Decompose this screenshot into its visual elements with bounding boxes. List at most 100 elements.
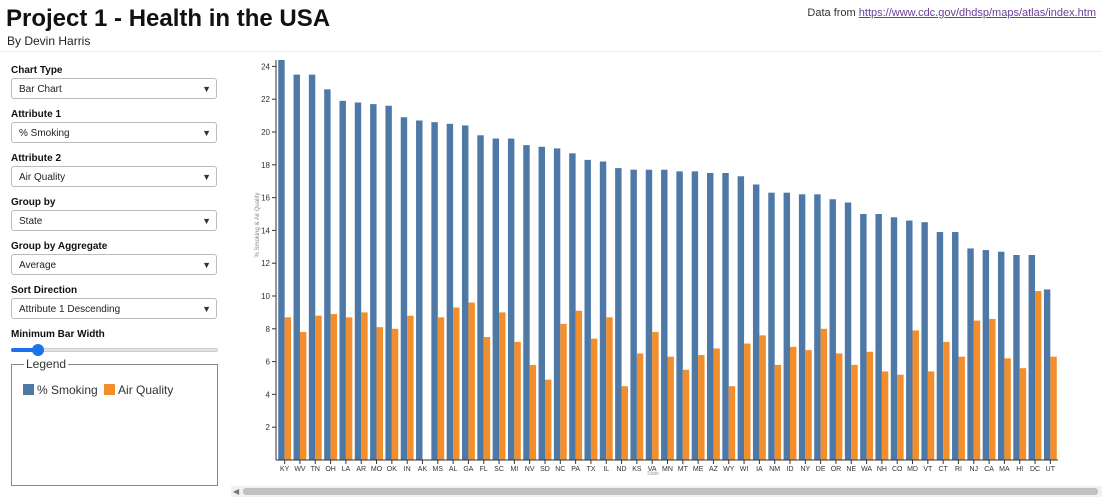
bar-id-air-quality [790, 346, 797, 460]
legend-label: % Smoking [37, 383, 98, 397]
x-tick-label: WV [294, 466, 306, 473]
bar-ca-air-quality [989, 318, 996, 460]
bar-ct-smoking [936, 232, 944, 460]
y-tick-label: 18 [261, 161, 270, 170]
bar-tx-air-quality [590, 338, 598, 460]
bar-me-smoking [691, 171, 699, 461]
x-tick-label: CA [984, 466, 994, 473]
x-tick-label: RI [955, 466, 962, 473]
attribute-2-select[interactable]: Air Quality ▼ [11, 166, 217, 187]
x-tick-label: VT [923, 466, 933, 473]
bar-ct-air-quality [943, 341, 950, 460]
bar-nm-air-quality [774, 364, 782, 460]
bar-id-smoking [783, 192, 791, 460]
bar-in-air-quality [407, 315, 414, 460]
bar-ri-smoking [952, 232, 959, 460]
data-source-label: Data from [807, 7, 859, 19]
x-tick-label: VA [648, 466, 657, 473]
x-tick-label: WI [740, 466, 749, 473]
slider-fill [11, 348, 38, 352]
x-tick-label: HI [1016, 466, 1023, 473]
bar-ca-smoking [982, 250, 990, 460]
bar-ny-smoking [798, 194, 806, 460]
x-tick-label: DC [1030, 466, 1040, 473]
bar-dc-air-quality [1035, 291, 1042, 460]
bar-il-smoking [599, 161, 607, 460]
group-by-aggregate-select[interactable]: Average ▼ [11, 254, 217, 275]
y-tick-label: 16 [261, 194, 270, 203]
bar-al-air-quality [453, 307, 460, 460]
bar-nd-air-quality [621, 386, 628, 460]
group-by-value: State [19, 216, 43, 227]
bar-nv-air-quality [529, 364, 537, 460]
bar-ga-smoking [461, 125, 469, 460]
y-tick-label: 4 [266, 390, 271, 399]
group-by-aggregate-value: Average [19, 260, 57, 271]
x-tick-label: DE [816, 466, 826, 473]
bar-mo-smoking [370, 104, 377, 460]
bar-nj-air-quality [973, 320, 981, 460]
bar-al-smoking [446, 123, 454, 461]
x-tick-label: CT [938, 466, 948, 473]
data-source: Data from https://www.cdc.gov/dhdsp/maps… [807, 7, 1096, 19]
sort-direction-label: Sort Direction [11, 285, 78, 296]
bar-mi-air-quality [514, 341, 521, 460]
chart-type-select[interactable]: Bar Chart ▼ [11, 78, 217, 99]
attribute-1-label: Attribute 1 [11, 109, 61, 120]
legend-box: Legend % Smoking Air Quality [11, 357, 218, 486]
x-tick-label: MD [907, 466, 918, 473]
horizontal-scrollbar[interactable]: ◀ [231, 486, 1102, 497]
bar-mi-smoking [507, 138, 515, 460]
data-source-link[interactable]: https://www.cdc.gov/dhdsp/maps/atlas/ind… [858, 7, 1096, 19]
x-tick-label: GA [463, 466, 473, 473]
bar-ne-air-quality [851, 364, 858, 460]
y-tick-label: 10 [261, 292, 270, 301]
bar-ut-air-quality [1050, 356, 1057, 460]
x-tick-label: NH [877, 466, 887, 473]
group-by-label: Group by [11, 197, 56, 208]
bar-mn-air-quality [667, 356, 674, 460]
x-tick-label: MT [678, 466, 689, 473]
chart-type-value: Bar Chart [19, 84, 62, 95]
x-tick-label: NV [525, 466, 535, 473]
x-tick-label: MA [999, 466, 1010, 473]
x-tick-label: AL [449, 466, 458, 473]
bar-sc-smoking [492, 138, 500, 460]
bar-ks-air-quality [636, 353, 644, 460]
legend-items: % Smoking Air Quality [23, 383, 176, 397]
x-tick-label: NE [846, 466, 856, 473]
scroll-left-icon[interactable]: ◀ [233, 487, 240, 496]
x-tick-label: OK [387, 466, 397, 473]
group-by-select[interactable]: State ▼ [11, 210, 217, 231]
legend-item-air-quality: Air Quality [104, 383, 173, 397]
bar-nd-smoking [615, 168, 622, 460]
bar-md-smoking [906, 220, 913, 460]
slider-thumb[interactable] [32, 344, 44, 356]
bar-mt-smoking [676, 171, 683, 461]
x-tick-label: SC [494, 466, 504, 473]
x-tick-label: OH [325, 466, 336, 473]
sort-direction-select[interactable]: Attribute 1 Descending ▼ [11, 298, 217, 319]
y-tick-label: 22 [261, 95, 270, 104]
legend-swatch [23, 384, 34, 395]
x-tick-label: CO [892, 466, 903, 473]
bar-wi-air-quality [744, 343, 751, 460]
bar-wy-smoking [722, 173, 729, 460]
bar-ar-smoking [354, 102, 362, 461]
page-header: Project 1 - Health in the USA By Devin H… [0, 0, 1102, 50]
attribute-1-select[interactable]: % Smoking ▼ [11, 122, 217, 143]
x-tick-label: UT [1046, 466, 1056, 473]
chevron-down-icon: ▼ [202, 260, 211, 270]
bar-sd-smoking [538, 146, 545, 460]
bar-wv-air-quality [299, 332, 307, 460]
scrollbar-thumb[interactable] [243, 488, 1098, 495]
bar-fl-air-quality [483, 337, 491, 460]
y-tick-label: 20 [261, 128, 270, 137]
min-bar-width-slider[interactable] [11, 342, 218, 356]
bar-or-smoking [829, 199, 836, 461]
x-tick-label: AK [418, 466, 428, 473]
bar-az-air-quality [713, 348, 720, 460]
page-title: Project 1 - Health in the USA [6, 5, 331, 32]
bar-tn-smoking [308, 74, 316, 460]
